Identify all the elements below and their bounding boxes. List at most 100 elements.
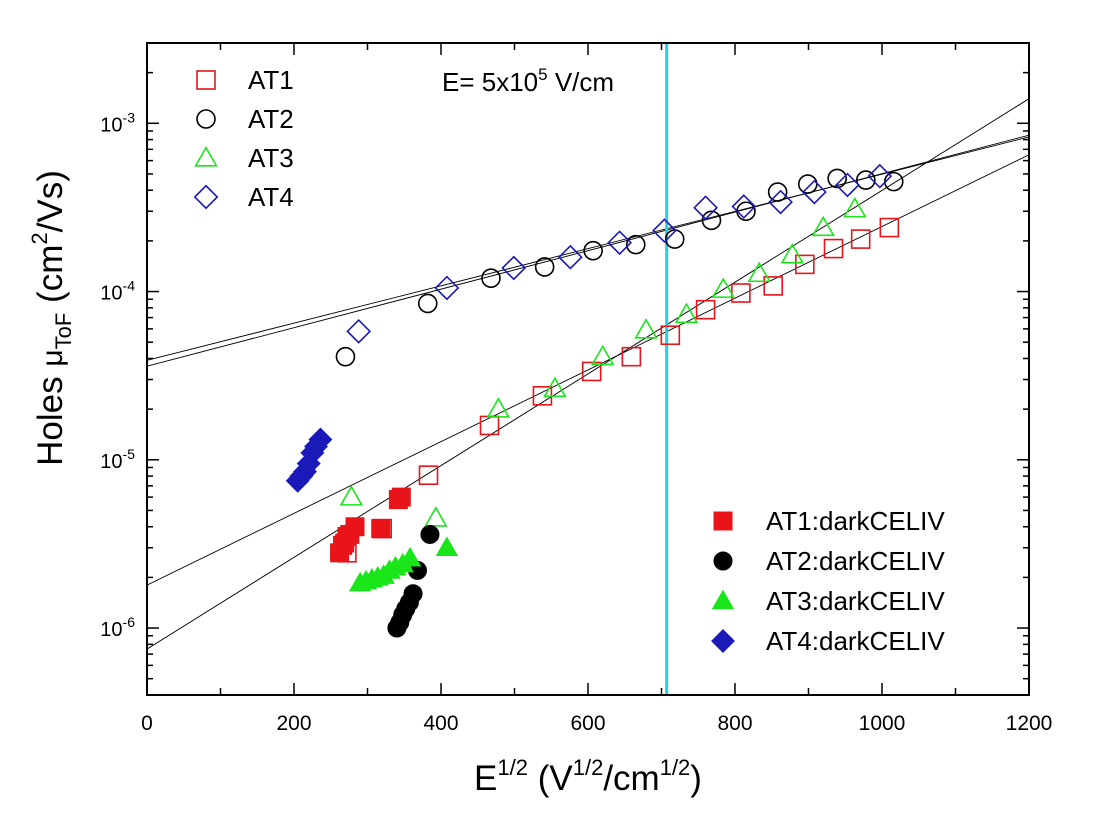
data-point <box>843 196 867 218</box>
data-point <box>543 376 567 398</box>
x-tick-label: 600 <box>570 712 605 735</box>
data-point <box>883 171 904 192</box>
legend-label: AT2:darkCELIV <box>766 546 945 576</box>
legend-label: AT4:darkCELIV <box>766 626 945 656</box>
data-point <box>795 254 815 275</box>
data-points <box>285 163 904 638</box>
x-tick-label: 800 <box>717 712 752 735</box>
data-point <box>747 261 771 283</box>
series-at2-darkceliv <box>387 524 440 638</box>
data-point <box>711 277 735 298</box>
data-point <box>398 546 422 567</box>
y-axis-title: Holes μToF (cm2/Vs) <box>27 170 76 466</box>
data-point <box>767 182 788 202</box>
field-annotation: E= 5x105 V/cm <box>442 65 614 97</box>
data-point <box>867 163 893 189</box>
data-point <box>424 506 448 527</box>
series-at4 <box>346 163 893 344</box>
legend-label: AT3:darkCELIV <box>766 586 945 616</box>
data-point <box>731 283 751 303</box>
data-point <box>695 299 716 320</box>
x-axis-title: E1/2 (V1/2/cm1/2) <box>474 755 702 798</box>
data-point <box>768 189 793 215</box>
data-point <box>625 234 646 255</box>
data-point <box>581 361 602 382</box>
data-point <box>797 174 818 194</box>
legend-marker <box>713 511 733 531</box>
data-point <box>701 210 722 231</box>
x-tick-label: 1200 <box>1006 712 1053 735</box>
data-point <box>660 325 681 346</box>
data-point <box>590 344 615 366</box>
legend-marker <box>711 589 735 610</box>
x-tick-label: 0 <box>141 712 153 735</box>
data-point <box>827 168 847 189</box>
data-point <box>607 230 632 256</box>
x-tick-label: 400 <box>423 712 458 735</box>
fit-lines <box>147 98 1029 650</box>
legend-marker <box>711 629 735 653</box>
legend-bottom-right: AT1:darkCELIV AT2:darkCELIV AT3:darkCELIV A… <box>711 506 945 656</box>
data-point <box>763 276 784 296</box>
x-tick-label: 1000 <box>859 712 906 735</box>
data-point <box>634 318 658 339</box>
data-point <box>403 584 423 604</box>
data-point <box>621 346 642 367</box>
data-point <box>371 519 391 539</box>
fit-line-4 <box>147 98 1029 650</box>
legend-marker <box>196 109 216 129</box>
y-tick-label: 10-3 <box>100 109 135 136</box>
data-point <box>346 318 372 344</box>
legend-label: AT4 <box>248 182 294 212</box>
series-at1-darkceliv <box>330 487 411 563</box>
data-point <box>434 275 460 301</box>
x-tick-label: 200 <box>276 712 311 735</box>
data-point <box>557 244 583 270</box>
legend-label: AT1 <box>248 65 294 95</box>
data-point <box>420 524 440 544</box>
data-point <box>835 172 860 198</box>
legend-marker <box>193 184 219 210</box>
data-point <box>850 229 871 249</box>
data-point <box>811 215 835 237</box>
data-point <box>583 240 603 261</box>
y-axis: 10-6 10-5 10-4 10-3 <box>100 42 1029 696</box>
series-at3 <box>339 196 867 527</box>
legend-top-left: AT1 AT2 AT3 AT4 <box>193 65 294 212</box>
legend-marker <box>196 70 216 90</box>
fit-line-1 <box>147 134 1029 367</box>
legend-marker <box>713 551 733 571</box>
data-point <box>693 195 718 221</box>
data-point <box>481 268 501 289</box>
legend-label: AT3 <box>248 143 294 173</box>
data-point <box>335 346 356 367</box>
legend-label: AT2 <box>248 104 294 134</box>
data-point <box>339 485 364 506</box>
series-at3-darkceliv <box>348 536 459 592</box>
data-point <box>664 229 685 249</box>
x-axis: 0 200 400 600 800 1000 1200 <box>141 43 1052 735</box>
data-point <box>391 487 411 507</box>
legend-label: AT1:darkCELIV <box>766 506 945 536</box>
data-point <box>823 238 844 259</box>
series-at4-darkceliv <box>285 427 333 493</box>
data-point <box>731 194 757 219</box>
data-point <box>417 293 438 314</box>
data-point <box>879 217 900 238</box>
data-point <box>418 465 439 485</box>
fit-line-2 <box>147 136 1029 361</box>
data-point <box>534 257 555 277</box>
data-point <box>856 170 876 190</box>
data-point <box>652 218 677 244</box>
data-point <box>345 517 365 537</box>
fit-line-3 <box>147 154 1029 586</box>
data-point <box>674 302 699 324</box>
legend-marker <box>194 146 218 167</box>
data-point <box>308 427 333 452</box>
data-point <box>435 536 459 557</box>
data-point <box>486 397 511 418</box>
y-tick-label: 10-4 <box>100 278 135 305</box>
y-tick-label: 10-6 <box>100 614 135 641</box>
data-point <box>780 242 805 264</box>
